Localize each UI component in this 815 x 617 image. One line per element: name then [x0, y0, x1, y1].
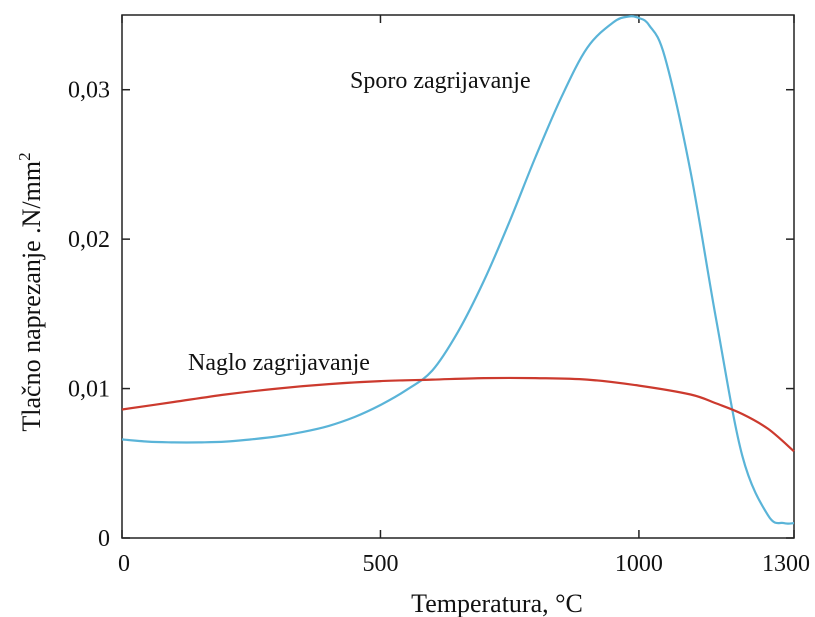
- x-tick-label: 500: [362, 551, 398, 577]
- x-axis-title: Temperatura, °C: [411, 589, 583, 617]
- y-axis-title: Tlačno naprezanje .N/mm2: [15, 152, 46, 431]
- series-group: [121, 15, 795, 525]
- tick-group: 0 0,01 0,02 0,03 0 500 1000 1300: [68, 15, 810, 577]
- series-label-sporo: Sporo zagrijavanje: [350, 68, 531, 94]
- series-label-naglo: Naglo zagrijavanje: [188, 350, 370, 376]
- x-tick-label: 0: [118, 551, 130, 577]
- plot-frame: [121, 14, 795, 539]
- y-axis-title-main: Tlačno naprezanje .N/mm: [17, 161, 46, 432]
- series-line-naglo: [121, 376, 795, 453]
- x-tick-label: 1300: [762, 551, 810, 577]
- series-line-sporo: [121, 15, 795, 525]
- y-tick-label: 0: [98, 526, 110, 552]
- y-tick-label: 0,02: [68, 227, 110, 253]
- y-axis-title-superscript: 2: [15, 152, 34, 161]
- y-tick-label: 0,01: [68, 377, 110, 403]
- x-tick-label: 1000: [615, 551, 663, 577]
- y-tick-label: 0,03: [68, 78, 110, 104]
